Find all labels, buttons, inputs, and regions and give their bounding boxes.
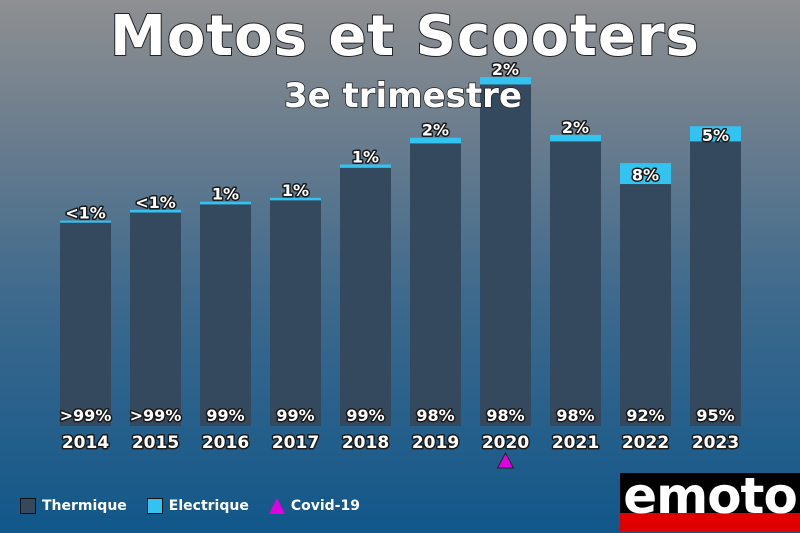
label-electrique-2021: 2% xyxy=(562,118,589,137)
label-thermique-2015: >99% xyxy=(130,406,182,425)
bar-electrique-2017 xyxy=(270,197,321,201)
label-thermique-2018: 99% xyxy=(346,406,384,425)
chart-title: Motos et Scooters xyxy=(109,3,700,70)
label-electrique-2015: <1% xyxy=(135,193,176,212)
label-electrique-2019: 2% xyxy=(422,121,449,140)
marker-covid-2020 xyxy=(496,451,515,469)
label-electrique-2018: 1% xyxy=(352,148,379,167)
bar-electrique-2016 xyxy=(200,201,251,205)
legend-label-thermique: Thermique xyxy=(42,498,127,514)
bar-thermique-2016 xyxy=(200,204,251,426)
bar-electrique-2014 xyxy=(60,220,111,223)
chart-legend: Thermique Electrique Covid-19 xyxy=(20,496,380,516)
bar-thermique-2021 xyxy=(550,141,601,427)
emoto-logo[interactable]: emoto xyxy=(620,473,800,531)
label-electrique-2020: 2% xyxy=(492,60,519,79)
bar-electrique-2023 xyxy=(690,126,741,142)
label-electrique-2016: 1% xyxy=(212,185,239,204)
logo-text: emoto xyxy=(623,473,798,525)
tick-label-2023: 2023 xyxy=(692,433,739,453)
label-thermique-2019: 98% xyxy=(416,406,454,425)
bar-electrique-2018 xyxy=(340,164,391,168)
label-electrique-2017: 1% xyxy=(282,181,309,200)
bar-thermique-2018 xyxy=(340,167,391,426)
triangle-icon xyxy=(268,498,285,514)
legend-swatch-thermique xyxy=(20,498,36,514)
label-thermique-2021: 98% xyxy=(556,406,594,425)
tick-label-2014: 2014 xyxy=(62,433,109,453)
legend-swatch-electrique xyxy=(146,498,163,514)
label-electrique-2014: <1% xyxy=(65,204,106,223)
tick-label-2016: 2016 xyxy=(202,433,249,453)
tick-label-2017: 2017 xyxy=(272,433,319,453)
label-thermique-2023: 95% xyxy=(696,406,734,425)
label-electrique-2023: 5% xyxy=(702,126,729,145)
bar-electrique-2015 xyxy=(130,209,181,213)
legend-item-thermique: Thermique xyxy=(20,498,127,514)
tick-label-2022: 2022 xyxy=(622,433,669,453)
bar-electrique-2020 xyxy=(480,77,531,85)
tick-label-2021: 2021 xyxy=(552,433,599,453)
legend-item-electrique: Electrique xyxy=(146,498,249,514)
tick-label-2020: 2020 xyxy=(482,433,529,453)
legend-item-covid: Covid-19 xyxy=(268,498,360,514)
label-thermique-2014: >99% xyxy=(60,406,112,425)
bar-thermique-2015 xyxy=(130,212,181,426)
legend-label-electrique: Electrique xyxy=(168,498,249,514)
label-thermique-2022: 92% xyxy=(626,406,664,425)
bar-electrique-2022 xyxy=(620,163,671,185)
legend-label-covid: Covid-19 xyxy=(290,498,360,514)
bar-thermique-2014 xyxy=(60,222,111,426)
tick-label-2015: 2015 xyxy=(132,433,179,453)
tick-label-2018: 2018 xyxy=(342,433,389,453)
chart-subtitle: 3e trimestre xyxy=(283,75,523,117)
label-thermique-2017: 99% xyxy=(276,406,314,425)
bar-electrique-2021 xyxy=(550,134,601,142)
label-thermique-2016: 99% xyxy=(206,406,244,425)
bar-thermique-2022 xyxy=(620,184,671,426)
bar-electrique-2019 xyxy=(410,137,461,144)
bar-thermique-2017 xyxy=(270,200,321,426)
bar-thermique-2019 xyxy=(410,143,461,426)
bar-thermique-2023 xyxy=(690,141,741,427)
tick-label-2019: 2019 xyxy=(412,433,459,453)
bar-thermique-2020 xyxy=(480,84,531,427)
logo-red-band xyxy=(620,513,800,531)
label-electrique-2022: 8% xyxy=(632,166,659,185)
label-thermique-2020: 98% xyxy=(486,406,524,425)
